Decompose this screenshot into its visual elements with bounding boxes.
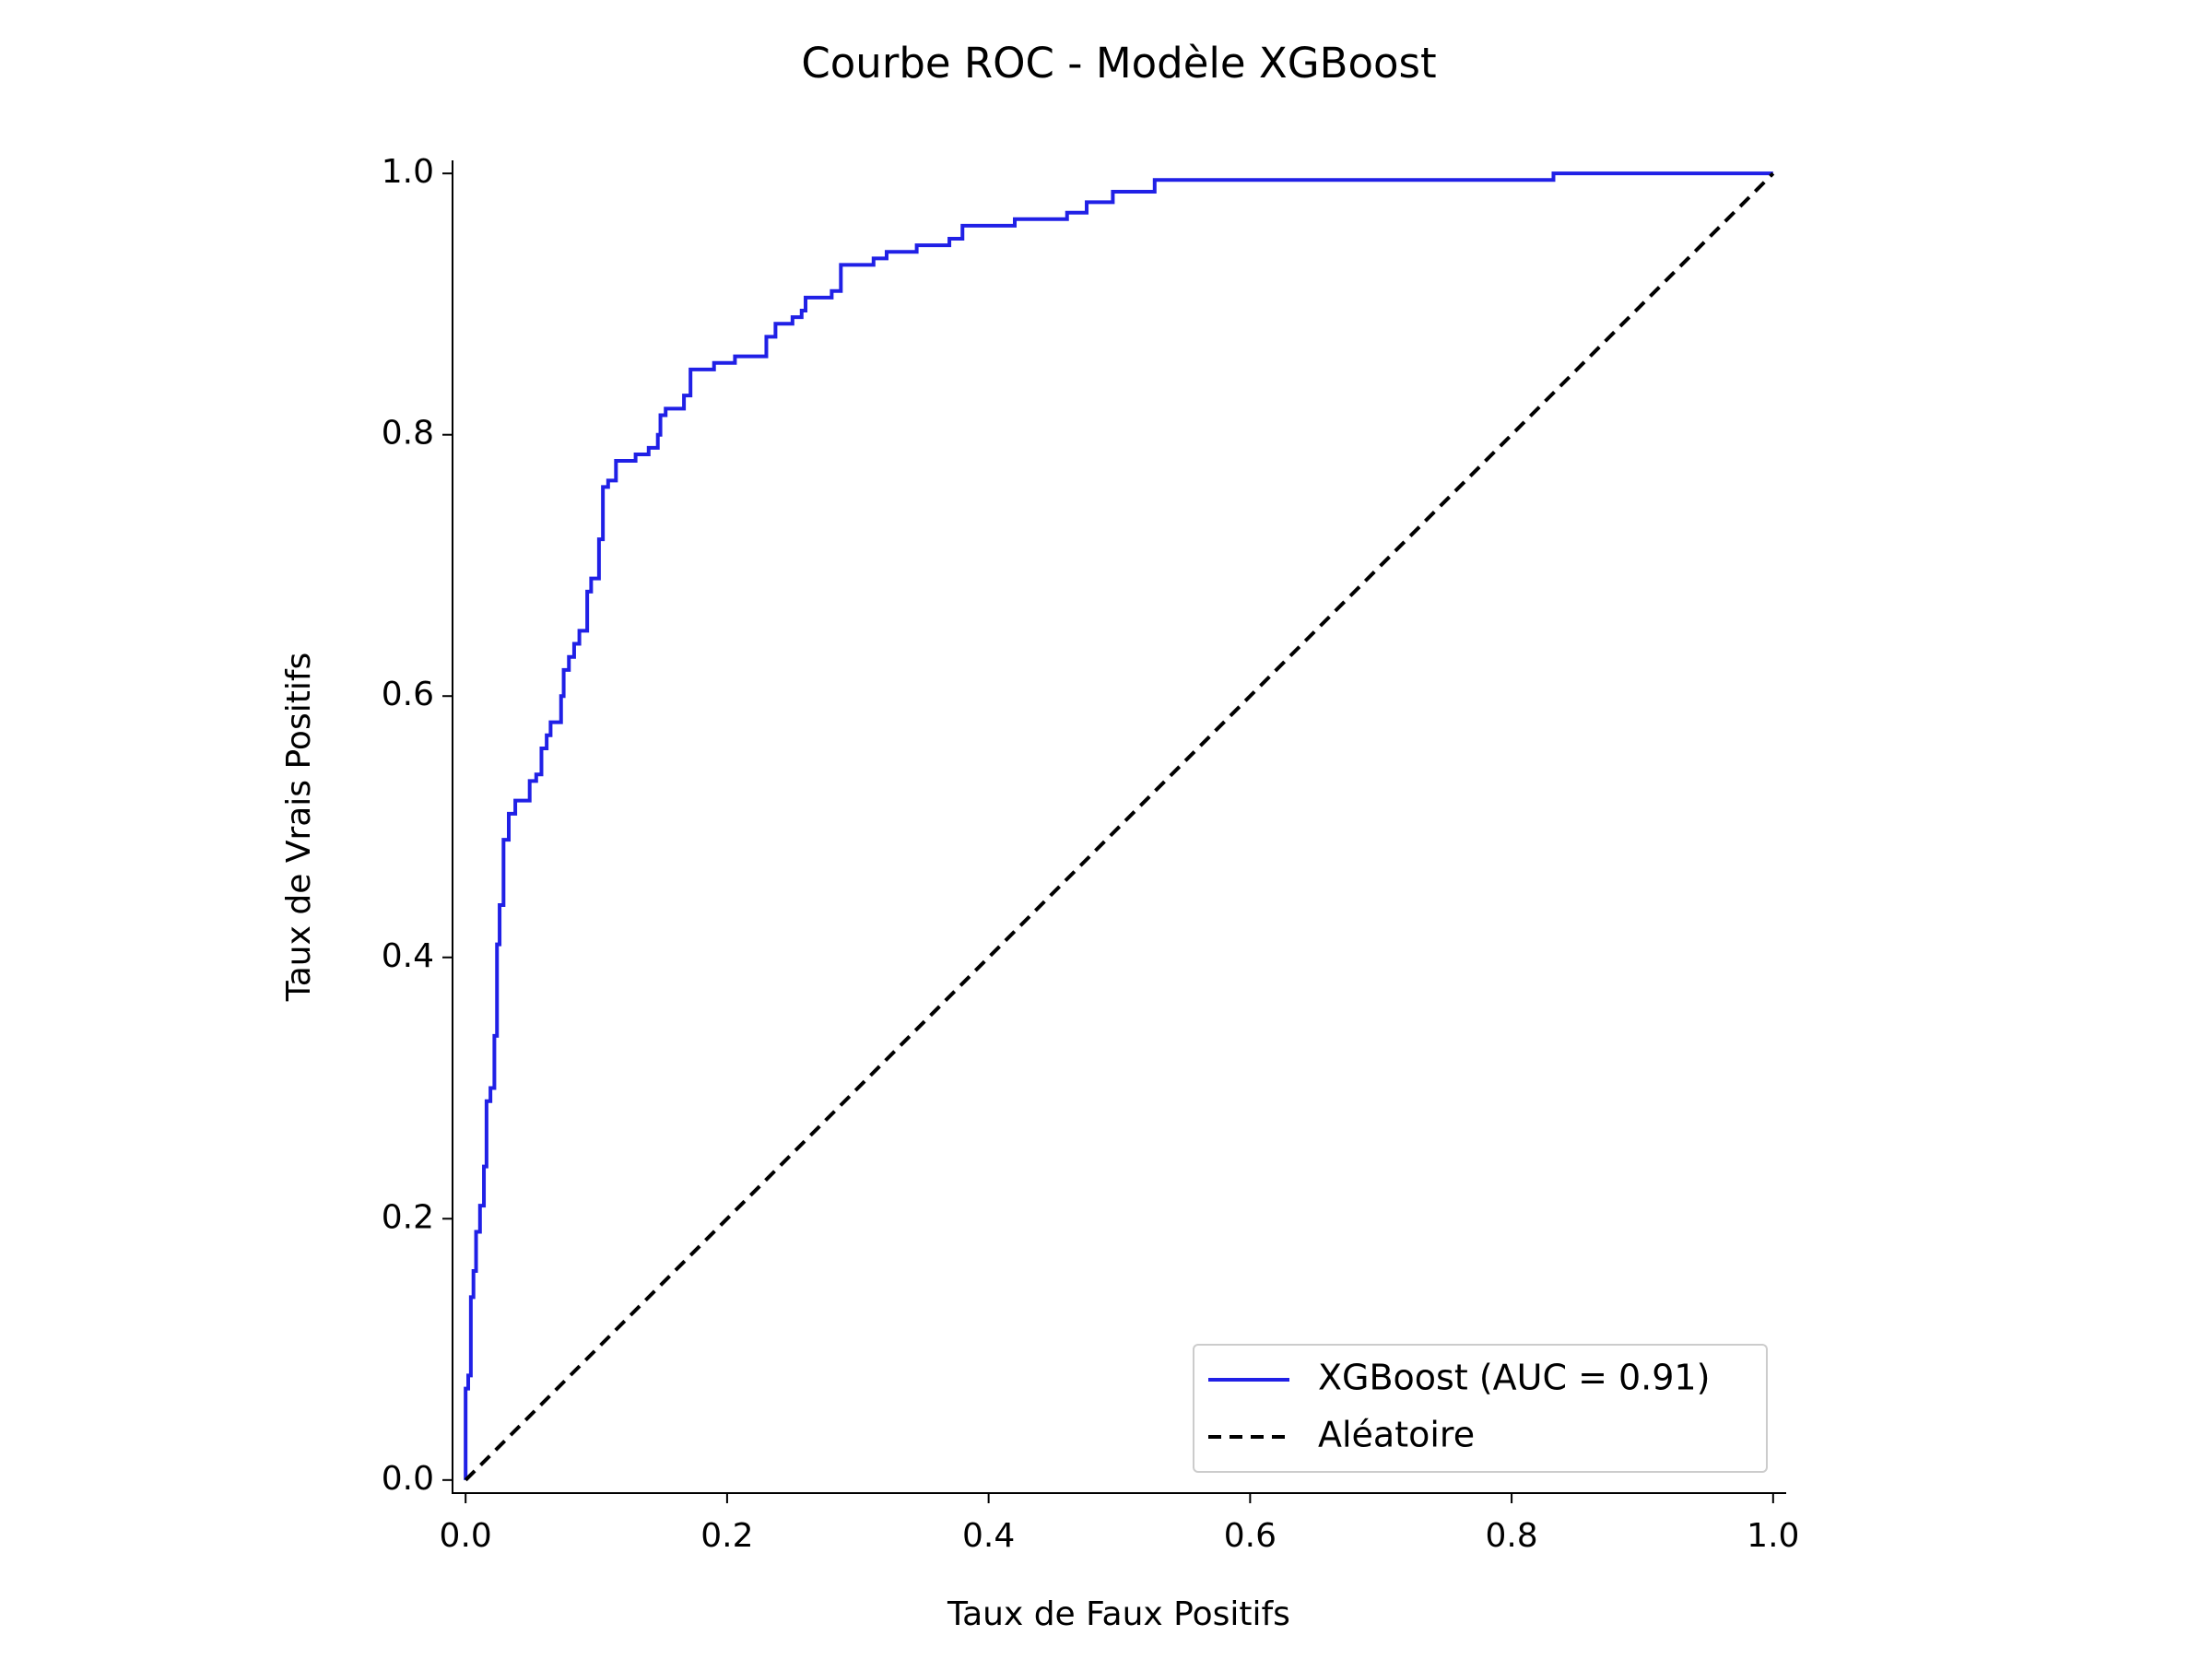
x-axis-label: Taux de Faux Positifs	[947, 1595, 1290, 1633]
y-tick-label: 0.0	[382, 1460, 434, 1498]
x-tick-label: 0.2	[700, 1517, 753, 1555]
y-tick-label: 0.2	[382, 1198, 434, 1236]
x-tick-label: 0.8	[1485, 1517, 1537, 1555]
y-tick-label: 0.4	[382, 937, 434, 975]
roc-line	[464, 171, 1773, 1480]
roc-line	[464, 171, 1775, 1482]
y-tick-label: 0.8	[382, 415, 434, 453]
legend-box	[1193, 1344, 1768, 1473]
y-tick-label: 1.0	[382, 153, 434, 191]
legend-label: XGBoost (AUC = 0.91)	[1318, 1358, 1710, 1398]
chart-title: Courbe ROC - Modèle XGBoost	[801, 39, 1436, 88]
legend-label: Aléatoire	[1318, 1415, 1475, 1455]
y-tick-label: 0.6	[382, 676, 434, 713]
x-tick-label: 0.0	[440, 1517, 492, 1555]
x-tick-label: 0.4	[962, 1517, 1015, 1555]
x-tick-label: 1.0	[1747, 1517, 1799, 1555]
x-tick-label: 0.6	[1224, 1517, 1277, 1555]
y-axis-label: Taux de Vrais Positifs	[280, 653, 318, 1003]
